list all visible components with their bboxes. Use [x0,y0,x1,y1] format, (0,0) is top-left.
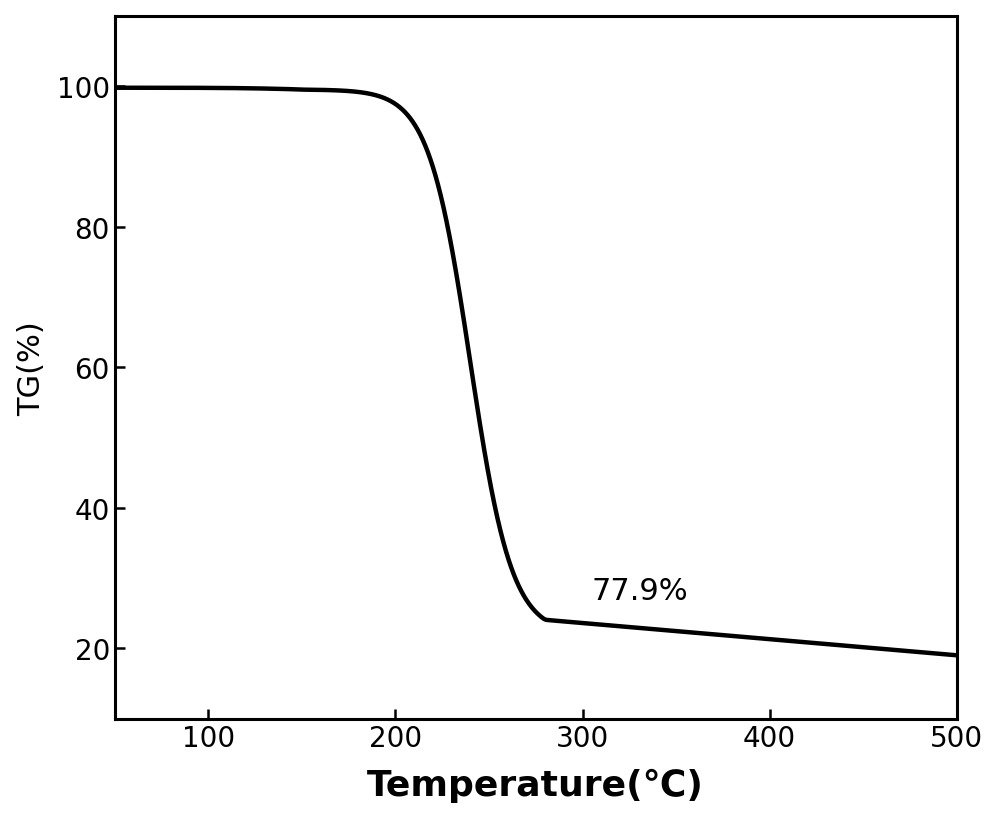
Text: 77.9%: 77.9% [592,577,689,605]
Y-axis label: TG(%): TG(%) [17,320,46,415]
X-axis label: Temperature(℃): Temperature(℃) [367,768,704,803]
